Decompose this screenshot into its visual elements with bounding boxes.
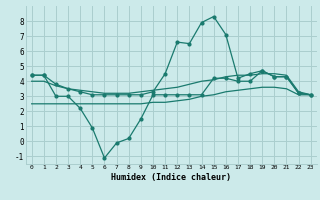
X-axis label: Humidex (Indice chaleur): Humidex (Indice chaleur) [111,173,231,182]
